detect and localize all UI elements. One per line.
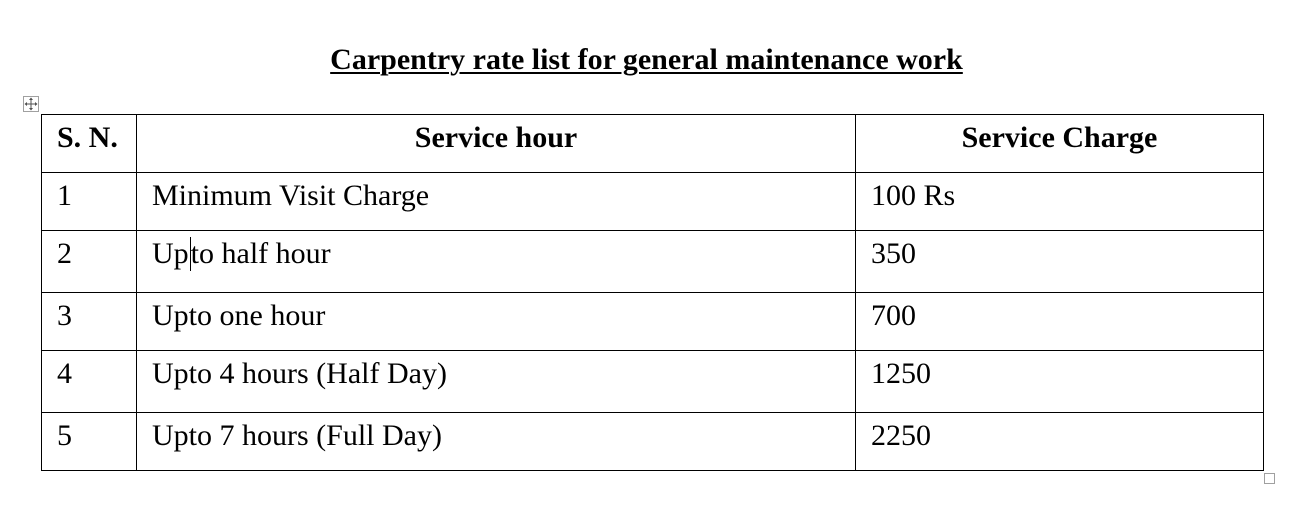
- cell-sn[interactable]: 2: [41, 230, 137, 293]
- resize-square-icon[interactable]: [1264, 473, 1275, 484]
- table-row: 3 Upto one hour 700: [41, 292, 1264, 351]
- document-title: Carpentry rate list for general maintena…: [0, 40, 1293, 80]
- move-arrows-glyph: [24, 97, 38, 111]
- table-row: 5 Upto 7 hours (Full Day) 2250: [41, 412, 1264, 471]
- cell-service-hour[interactable]: Upto 4 hours (Half Day): [136, 350, 856, 413]
- cell-text-after-caret: to half hour: [190, 237, 331, 270]
- cell-service-hour[interactable]: Upto half hour: [136, 230, 856, 293]
- document-title-text: Carpentry rate list for general maintena…: [330, 43, 963, 76]
- table-header-row: S. N. Service hour Service Charge: [41, 114, 1264, 173]
- cell-service-hour[interactable]: Minimum Visit Charge: [136, 172, 856, 231]
- cell-service-charge[interactable]: 1250: [855, 350, 1264, 413]
- table-row: 1 Minimum Visit Charge 100 Rs: [41, 172, 1264, 231]
- table-row: 4 Upto 4 hours (Half Day) 1250: [41, 350, 1264, 413]
- text-cursor: [189, 237, 191, 271]
- cell-sn[interactable]: 5: [41, 412, 137, 471]
- cell-text-before-caret: Up: [152, 237, 189, 270]
- cell-service-charge[interactable]: 100 Rs: [855, 172, 1264, 231]
- cell-sn[interactable]: 3: [41, 292, 137, 351]
- cell-service-hour[interactable]: Upto one hour: [136, 292, 856, 351]
- cell-service-charge[interactable]: 350: [855, 230, 1264, 293]
- header-service-hour[interactable]: Service hour: [136, 114, 856, 173]
- rate-table: S. N. Service hour Service Charge 1 Mini…: [41, 114, 1264, 471]
- header-service-charge[interactable]: Service Charge: [855, 114, 1264, 173]
- header-sn[interactable]: S. N.: [41, 114, 137, 173]
- cell-sn[interactable]: 4: [41, 350, 137, 413]
- cell-service-charge[interactable]: 2250: [855, 412, 1264, 471]
- cell-service-hour[interactable]: Upto 7 hours (Full Day): [136, 412, 856, 471]
- cell-service-charge[interactable]: 700: [855, 292, 1264, 351]
- table-row: 2 Upto half hour 350: [41, 230, 1264, 293]
- cell-sn[interactable]: 1: [41, 172, 137, 231]
- move-arrows-icon[interactable]: [23, 96, 39, 112]
